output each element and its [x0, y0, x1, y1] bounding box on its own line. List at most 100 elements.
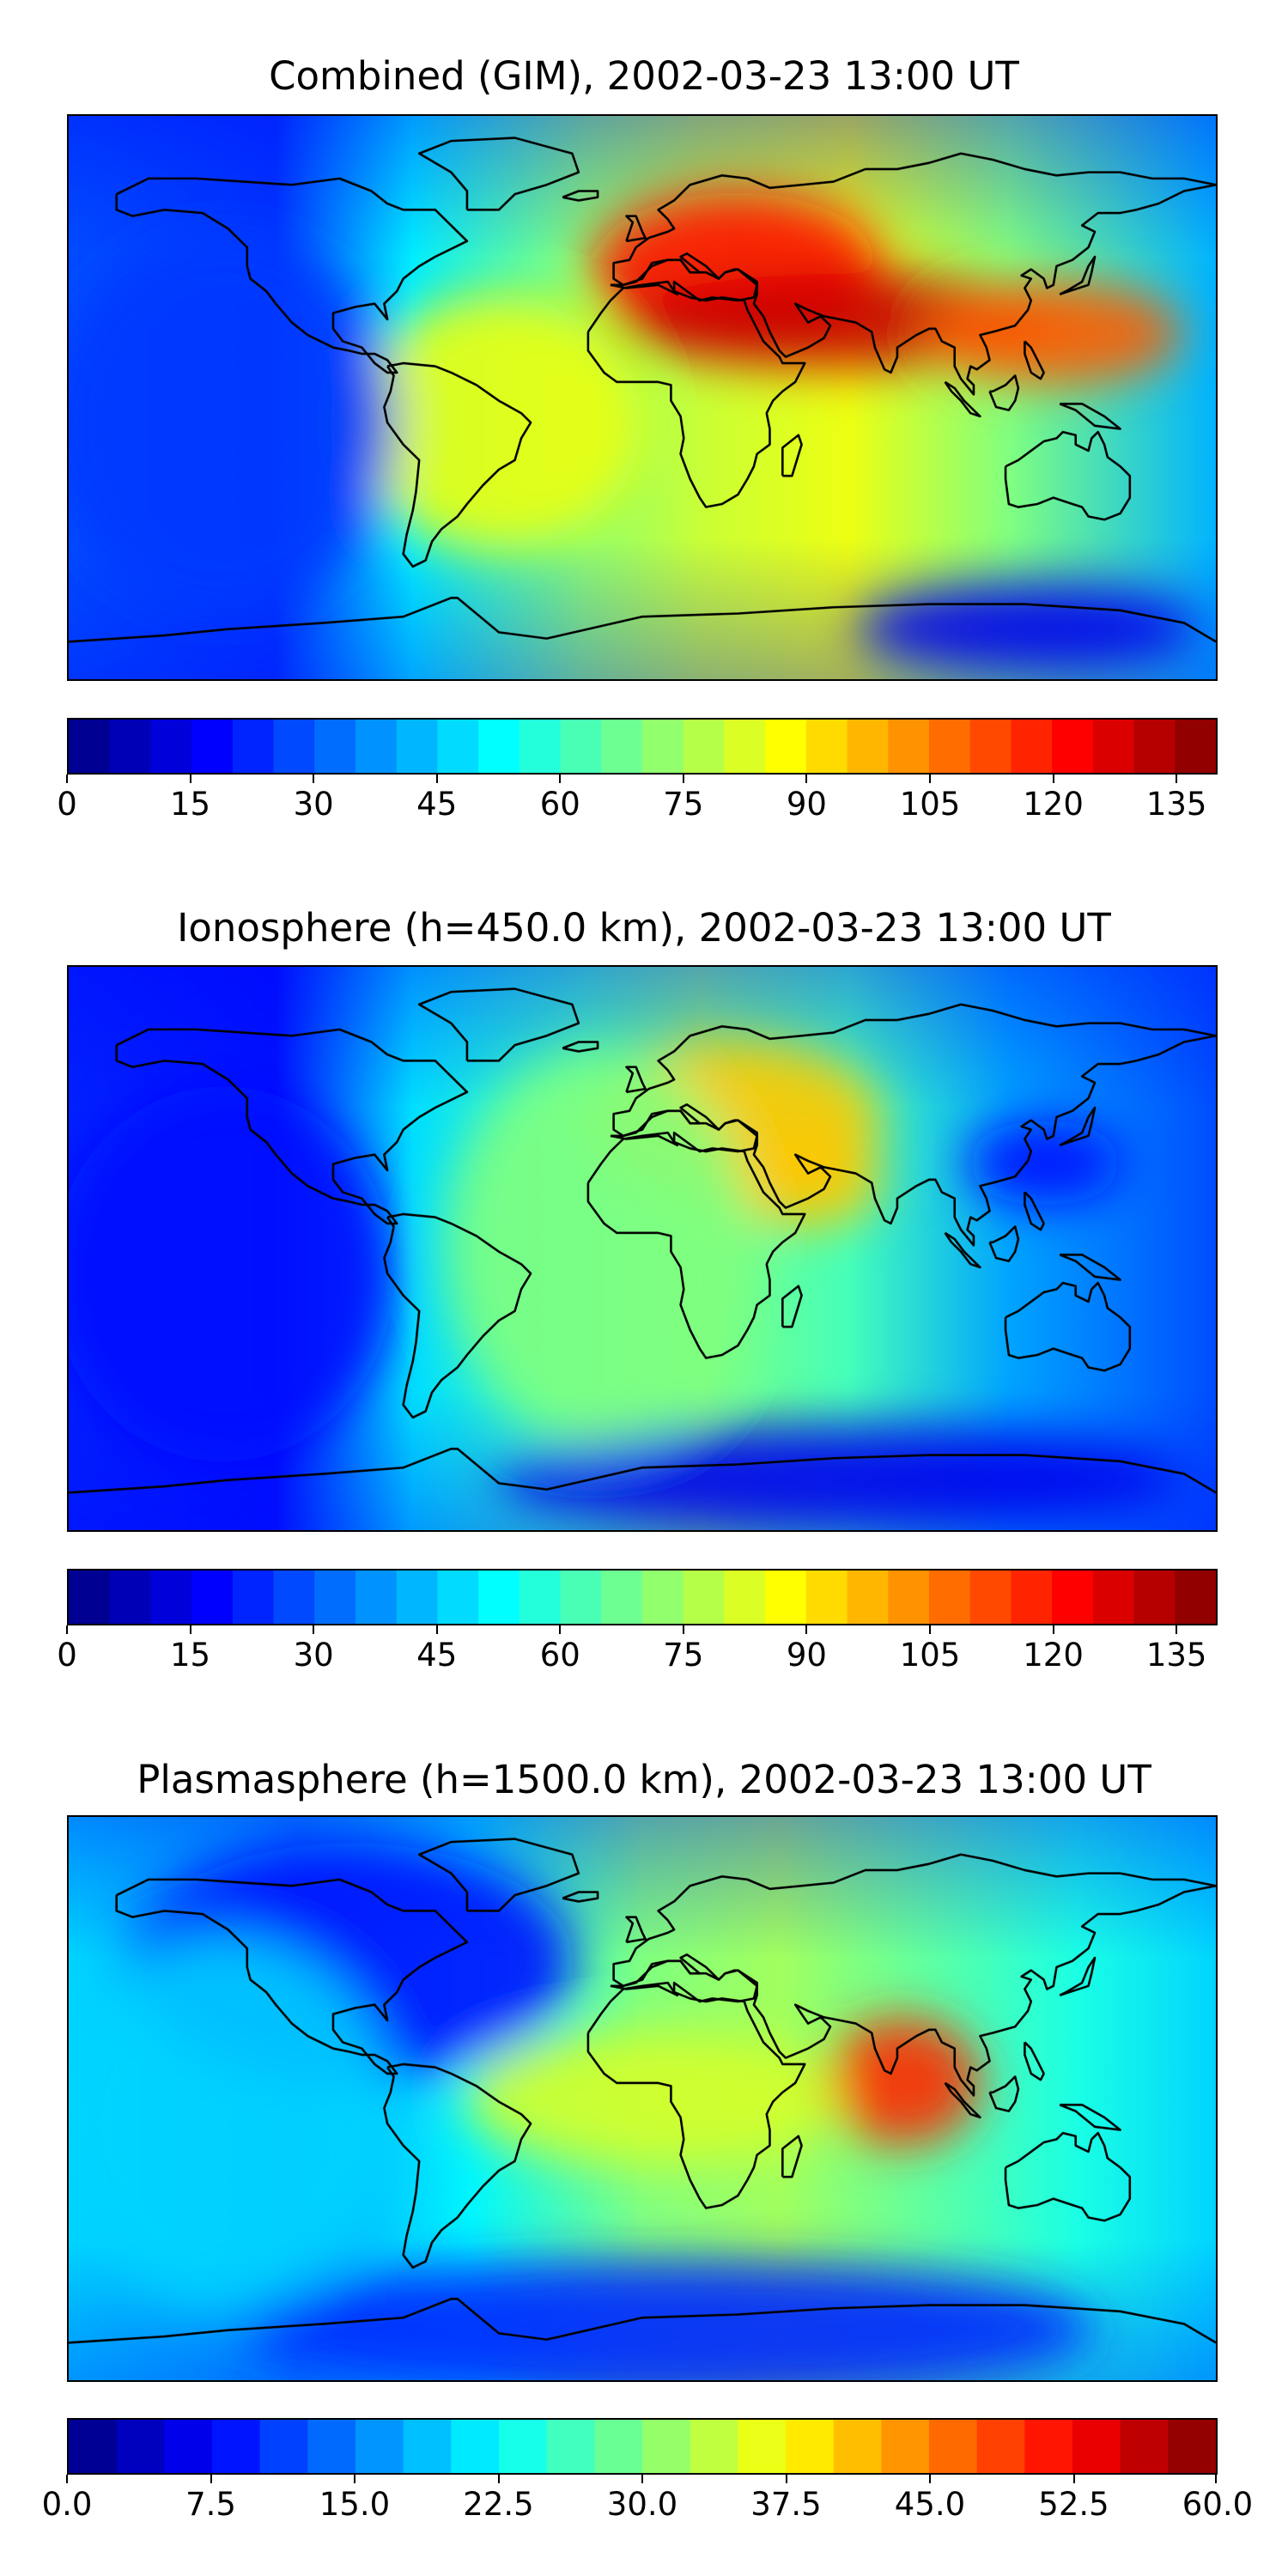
heatmap-feature [69, 235, 394, 611]
colorbar-level [805, 720, 848, 773]
colorbar-level [1175, 720, 1216, 773]
colorbar-tick-label: 135 [1145, 786, 1207, 823]
coastline [988, 374, 1020, 411]
colorbar-level [1133, 720, 1176, 773]
coastline [1059, 1956, 1097, 1996]
colorbar-tick [1176, 775, 1178, 783]
colorbar-tick [1052, 775, 1054, 783]
coastline [383, 2063, 532, 2269]
coastline [69, 2297, 1216, 2344]
colorbar-tick-label: 105 [899, 786, 961, 823]
colorbar-tick-label: 15 [170, 786, 211, 823]
colorbar-tick [66, 775, 68, 783]
colorbar-level [69, 720, 111, 773]
coastline [417, 137, 580, 211]
colorbar-level [683, 1571, 726, 1624]
colorbar-tick-label: 45 [416, 1637, 458, 1674]
colorbar-level [560, 1571, 602, 1624]
coastline [1059, 255, 1097, 295]
colorbar-tick [66, 2475, 68, 2483]
heatmap-plot [69, 116, 1216, 679]
colorbar-level [738, 2420, 787, 2473]
colorbar-tick [313, 775, 315, 783]
colorbar-level [478, 1571, 520, 1624]
heatmap-feature [69, 1086, 394, 1462]
colorbar-tick-label: 45 [416, 786, 458, 823]
coastline [417, 987, 580, 1062]
coastline [562, 1891, 599, 1903]
colorbar-tick [559, 1625, 562, 1634]
colorbar-level [969, 720, 1012, 773]
heatmap-plot [69, 1817, 1216, 2380]
colorbar-tick-label: 30 [293, 786, 334, 823]
colorbar-level [314, 1571, 356, 1624]
colorbar-level [976, 2420, 1025, 2473]
colorbar-tick-label: 60.0 [1182, 2486, 1254, 2523]
colorbar-level [601, 1571, 643, 1624]
colorbar-tick-label: 0 [57, 1637, 77, 1674]
coastline [944, 1231, 981, 1269]
colorbar-tick [210, 2475, 212, 2483]
heatmap-feature [727, 1133, 883, 1228]
colorbar-level [929, 2420, 978, 2473]
colorbar-tick-label: 15 [170, 1637, 211, 1674]
colorbar-tick [1215, 2475, 1217, 2483]
coastline [1004, 1281, 1132, 1372]
colorbar-tick-label: 30 [293, 1637, 334, 1674]
coastline [1059, 2103, 1121, 2131]
heatmap-feature [445, 1052, 754, 1445]
colorbar-level [164, 2420, 213, 2473]
coastline [612, 1003, 1216, 1247]
coastline [781, 2135, 803, 2178]
colorbar-level [560, 720, 602, 773]
colorbar-level [150, 720, 192, 773]
coastline [944, 380, 981, 418]
map-plasmasphere [67, 1815, 1218, 2382]
map-ionosphere [67, 965, 1218, 1532]
coastline [586, 280, 806, 508]
colorbar-level [499, 2420, 548, 2473]
colorbar-level [833, 2420, 882, 2473]
colorbar-tick-label: 45.0 [894, 2486, 966, 2523]
heatmap-feature [856, 585, 1200, 671]
colorbar-level [191, 1571, 234, 1624]
colorbar-level [642, 720, 684, 773]
colorbar-tick [189, 1625, 191, 1634]
heatmap-feature [351, 295, 642, 551]
colorbar-level [1092, 1571, 1135, 1624]
colorbar-level [403, 2420, 452, 2473]
heatmap-feature [462, 2030, 840, 2167]
colorbar-level [847, 720, 889, 773]
colorbar-level [109, 1571, 152, 1624]
colorbar-tick [497, 2475, 500, 2483]
coastline [1004, 2131, 1132, 2222]
colorbar-level [683, 720, 726, 773]
colorbar-level [519, 1571, 562, 1624]
colorbar-tick-label: 105 [899, 1637, 961, 1674]
coastline [781, 1285, 803, 1328]
colorbar-level [1092, 720, 1135, 773]
coastline [781, 434, 803, 477]
colorbar-tick [66, 1625, 68, 1634]
coastline [625, 215, 647, 243]
coastline [988, 1225, 1020, 1262]
colorbar-tick-label: 7.5 [185, 2486, 236, 2523]
coastline [612, 152, 1216, 396]
coastline [1059, 402, 1121, 430]
colorbar-level [437, 1571, 479, 1624]
colorbar-level [259, 2420, 308, 2473]
colorbar-tick-label: 22.5 [463, 2486, 534, 2523]
colorbar-level [69, 2420, 118, 2473]
colorbar-level [847, 1571, 889, 1624]
colorbar-tick [929, 2475, 931, 2483]
colorbar-level [724, 1571, 766, 1624]
colorbar-tick-label: 75 [663, 1637, 704, 1674]
colorbar-tick-label: 60 [539, 786, 580, 823]
colorbar-gradient [69, 1571, 1216, 1624]
colorbar-ticks: 0 15 30 45 60 75 90 105 120 135 [57, 775, 1218, 826]
colorbar-tick-label: 0.0 [41, 2486, 93, 2523]
colorbar-tick-label: 90 [786, 1637, 827, 1674]
colorbar-level [1175, 1571, 1216, 1624]
colorbar-level [519, 720, 562, 773]
colorbar-tick [559, 775, 562, 783]
